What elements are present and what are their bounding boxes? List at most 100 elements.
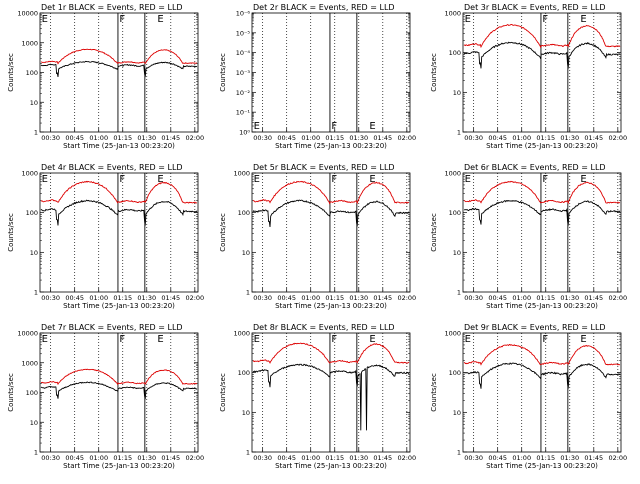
region-letter: F — [331, 334, 337, 345]
panel-1: Det 1r BLACK = Events, RED = LLD 1 10 100 10… — [7, 3, 204, 150]
x-tick-label: 01:30 — [560, 294, 579, 302]
panel-title: Det 2r BLACK = Events, RED = LLD — [253, 3, 395, 12]
y-tick-label: 100 — [449, 49, 461, 57]
x-tick-label: 02:00 — [397, 294, 416, 302]
y-tick-label: 10⁻⁴ — [236, 49, 251, 57]
x-tick-label: 01:00 — [512, 134, 531, 142]
y-tick-label: 100 — [26, 69, 38, 77]
panel-8: Det 8r BLACK = Events, RED = LLD 1 10 100 10… — [219, 323, 416, 470]
series-line-events — [464, 199, 621, 226]
y-tick-label: 1000 — [21, 170, 38, 178]
x-tick-label: 01:00 — [301, 134, 320, 142]
series-line-events — [40, 60, 198, 78]
x-tick-label: 02:00 — [397, 454, 416, 462]
region-letter: F — [542, 334, 548, 345]
x-tick-label: 01:00 — [301, 294, 320, 302]
x-tick-label: 02:00 — [185, 454, 204, 462]
x-tick-label: 02:00 — [608, 454, 627, 462]
x-axis-label: Start Time (25-Jan-13 00:23:20) — [275, 142, 387, 150]
plot-frame — [462, 12, 622, 133]
y-axis-label: Counts/sec — [219, 213, 227, 252]
x-tick-label: 00:45 — [488, 134, 507, 142]
x-axis-label: Start Time (25-Jan-13 00:23:20) — [63, 302, 175, 310]
y-tick-label: 1 — [457, 289, 461, 297]
x-tick-label: 01:15 — [325, 134, 344, 142]
y-tick-label: 1000 — [233, 330, 250, 338]
region-letter: E — [465, 334, 471, 345]
x-tick-label: 01:45 — [161, 134, 180, 142]
x-tick-label: 01:45 — [373, 294, 392, 302]
x-tick-label: 01:45 — [161, 294, 180, 302]
series-line-events — [252, 199, 410, 228]
region-letter: F — [119, 334, 125, 345]
x-tick-label: 01:30 — [137, 454, 156, 462]
region-letter: E — [465, 14, 471, 25]
region-letter: E — [369, 121, 375, 132]
panel-title: Det 5r BLACK = Events, RED = LLD — [253, 163, 395, 172]
x-tick-label: 00:30 — [464, 454, 483, 462]
y-tick-label: 10⁻¹ — [236, 109, 251, 117]
x-tick-label: 01:15 — [113, 294, 132, 302]
x-tick-label: 01:15 — [113, 454, 132, 462]
x-tick-label: 00:30 — [464, 134, 483, 142]
plot-frame — [251, 12, 411, 133]
x-tick-label: 01:30 — [349, 134, 368, 142]
plot-frame — [39, 12, 199, 133]
plot-frame — [39, 172, 199, 293]
x-axis-label: Start Time (25-Jan-13 00:23:20) — [486, 142, 598, 150]
region-letter: E — [42, 334, 48, 345]
x-tick-label: 00:30 — [253, 294, 272, 302]
series-line-lld — [252, 342, 410, 364]
x-tick-label: 01:00 — [512, 294, 531, 302]
y-tick-label: 10⁻⁶ — [236, 10, 251, 18]
region-letter: E — [42, 14, 48, 25]
y-tick-label: 1000 — [444, 170, 461, 178]
region-letter: E — [254, 121, 260, 132]
x-tick-label: 00:45 — [65, 454, 84, 462]
panel-title: Det 3r BLACK = Events, RED = LLD — [464, 3, 606, 12]
y-tick-label: 1000 — [21, 359, 38, 367]
region-letter: E — [580, 334, 586, 345]
x-axis-label: Start Time (25-Jan-13 00:23:20) — [63, 462, 175, 470]
y-tick-label: 10 — [453, 409, 461, 417]
panel-2: Det 2r BLACK = Events, RED = LLD 10⁰ 10⁻¹ 1… — [219, 3, 416, 150]
y-tick-label: 10 — [242, 409, 250, 417]
y-axis-label: Counts/sec — [7, 53, 15, 92]
x-tick-label: 01:15 — [536, 454, 555, 462]
x-tick-label: 00:45 — [277, 454, 296, 462]
x-tick-label: 00:30 — [253, 454, 272, 462]
panel-title: Det 4r BLACK = Events, RED = LLD — [41, 163, 183, 172]
x-tick-label: 01:15 — [536, 134, 555, 142]
y-axis-label: Counts/sec — [7, 373, 15, 412]
x-tick-label: 01:45 — [161, 454, 180, 462]
x-axis-label: Start Time (25-Jan-13 00:23:20) — [63, 142, 175, 150]
y-tick-label: 10⁻⁵ — [236, 29, 251, 37]
x-tick-label: 00:30 — [253, 134, 272, 142]
y-tick-label: 1000 — [444, 10, 461, 18]
x-tick-label: 00:30 — [41, 294, 60, 302]
series-line-lld — [252, 180, 410, 205]
panel-title: Det 9r BLACK = Events, RED = LLD — [464, 323, 606, 332]
x-tick-label: 01:30 — [560, 134, 579, 142]
region-letter: E — [42, 174, 48, 185]
series-line-lld — [40, 48, 198, 65]
x-tick-label: 01:15 — [325, 454, 344, 462]
y-tick-label: 100 — [238, 369, 250, 377]
plot-frame — [251, 172, 411, 293]
region-letter: E — [580, 14, 586, 25]
x-tick-label: 01:30 — [349, 454, 368, 462]
region-letter: F — [331, 174, 337, 185]
series-line-events — [252, 363, 410, 431]
x-tick-label: 01:30 — [137, 294, 156, 302]
region-letter: E — [254, 174, 260, 185]
y-tick-label: 10 — [30, 419, 38, 427]
region-letter: E — [157, 174, 163, 185]
y-tick-label: 10⁰ — [239, 129, 250, 137]
panel-7: Det 7r BLACK = Events, RED = LLD 1 10 100 10… — [7, 323, 204, 470]
x-tick-label: 00:30 — [41, 454, 60, 462]
region-letter: E — [254, 334, 260, 345]
y-tick-label: 100 — [26, 389, 38, 397]
y-tick-label: 1 — [34, 449, 38, 457]
series-line-lld — [463, 344, 621, 366]
